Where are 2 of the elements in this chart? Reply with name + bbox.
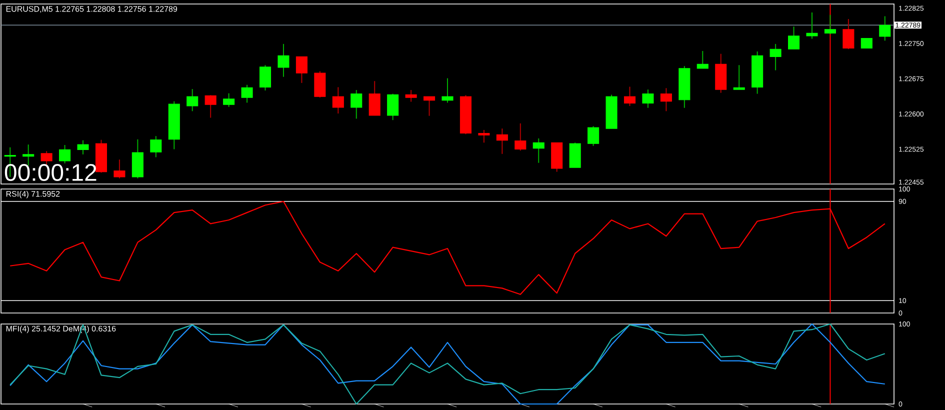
chart-title: EURUSD,M5 1.22765 1.22808 1.22756 1.22789 (6, 6, 178, 13)
chart-title: RSI(4) 71.5952 (6, 190, 60, 198)
